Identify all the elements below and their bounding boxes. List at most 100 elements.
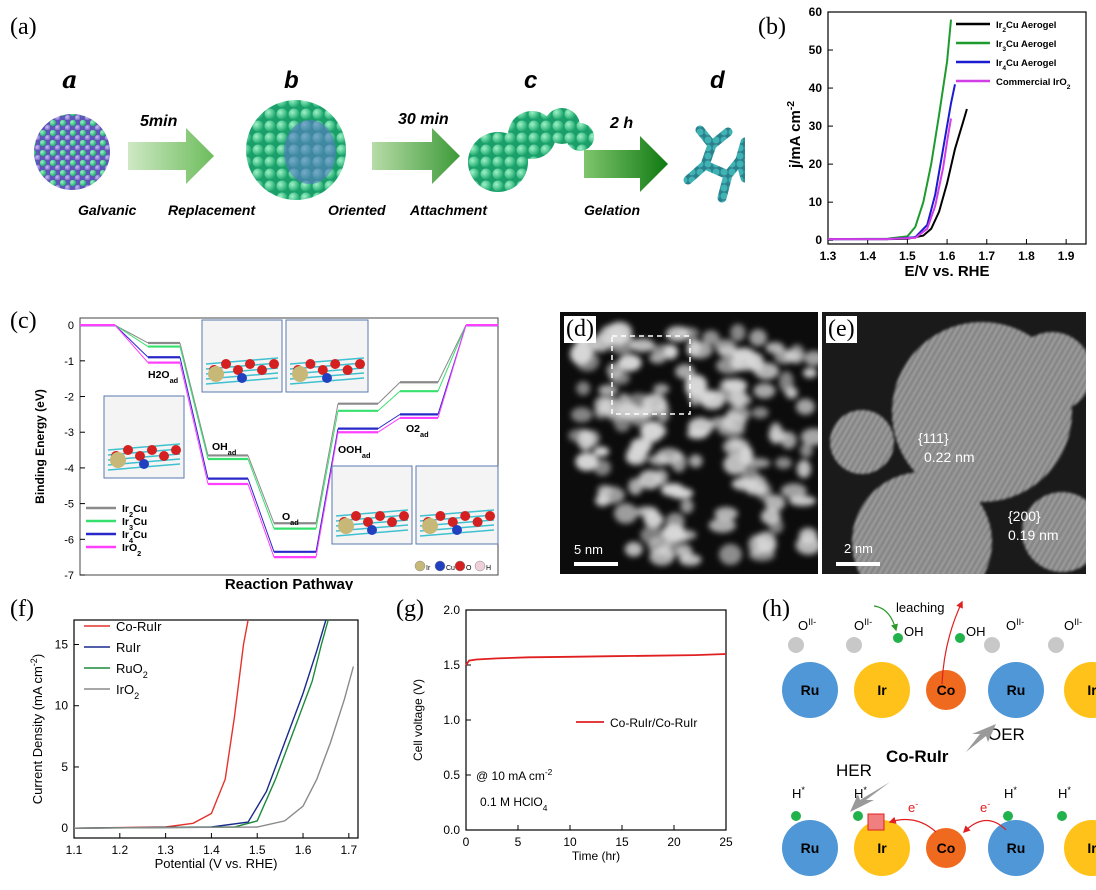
state-label: Oad xyxy=(282,511,299,527)
her-arrow xyxy=(850,782,890,812)
cu-atom xyxy=(237,373,247,383)
electron-label: e- xyxy=(908,799,918,815)
oxygen-site xyxy=(788,637,804,653)
oxygen-site xyxy=(984,637,1000,653)
series-line-ir4cu-aerogel xyxy=(828,84,956,241)
nanoparticle xyxy=(614,503,638,524)
x-axis-label: E/V vs. RHE xyxy=(904,263,989,280)
energy-connector xyxy=(247,483,275,558)
ir-atom xyxy=(110,452,126,468)
x-tick-label: 20 xyxy=(667,835,681,849)
nanoparticle xyxy=(663,344,678,360)
metal-atom-top-co xyxy=(926,670,966,710)
nanoparticle xyxy=(598,384,618,396)
legend-label: Ir4Cu xyxy=(122,529,147,545)
ir-atom xyxy=(338,518,354,534)
electron-arrow xyxy=(962,819,1007,834)
x-tick-label: 10 xyxy=(563,835,577,849)
x-tick-label: 1.1 xyxy=(66,843,83,857)
nanoparticle xyxy=(708,517,736,533)
o-atom xyxy=(135,451,145,461)
state-label: OHad xyxy=(212,441,236,457)
y-tick-label: -7 xyxy=(64,570,74,582)
nanoparticle xyxy=(739,445,754,465)
leaching-arrow xyxy=(941,600,963,685)
y-tick-label: 0.0 xyxy=(443,823,460,837)
h-star-label: H* xyxy=(792,785,805,801)
scale-bar-d xyxy=(574,562,618,566)
nanoparticle xyxy=(764,494,786,512)
arrow-1 xyxy=(128,128,214,184)
nanoparticle xyxy=(606,362,624,379)
nanoparticle xyxy=(751,407,769,419)
legend-label: IrO2 xyxy=(122,542,141,558)
stage-c-particle-4 xyxy=(566,123,594,151)
nanoparticle xyxy=(669,487,694,499)
legend-label: RuIr xyxy=(116,640,141,655)
slab-line xyxy=(419,509,495,517)
legend-label: Co-RuIr/Co-RuIr xyxy=(610,716,697,730)
nanoparticle xyxy=(796,459,811,479)
slab-line xyxy=(289,357,365,365)
y-tick-label: 0 xyxy=(68,320,74,332)
nanoparticle xyxy=(741,467,760,488)
nanoparticle xyxy=(653,383,670,395)
nanoparticle xyxy=(760,508,781,525)
x-tick-label: 25 xyxy=(719,835,733,849)
current-density-note: @ 10 mA cm-2 xyxy=(476,767,553,783)
nanoparticle xyxy=(730,324,746,342)
metal-label: Ir xyxy=(1087,682,1096,698)
nanoparticle xyxy=(729,440,743,450)
stage-a-label: a xyxy=(62,65,78,94)
x-axis-label: Potential (V vs. RHE) xyxy=(155,856,278,871)
nanoparticle xyxy=(595,494,610,507)
ir-atom xyxy=(208,366,224,382)
x-tick-label: 15 xyxy=(615,835,629,849)
oh-site xyxy=(893,633,903,643)
y-axis-label: Current Density (mA cm-2) xyxy=(29,654,45,804)
cu-atom xyxy=(367,525,377,535)
nanoparticle xyxy=(718,424,745,437)
oxide-label: OII- xyxy=(1006,617,1024,633)
energy-connector xyxy=(315,432,339,558)
state-label: OOHad xyxy=(338,444,371,460)
y-tick-label: -4 xyxy=(64,463,74,475)
nanoparticle xyxy=(648,454,670,466)
o-atom xyxy=(342,365,353,375)
energy-connector xyxy=(247,458,275,529)
o-atom xyxy=(355,359,365,369)
energy-connector xyxy=(247,455,275,524)
atom-legend-dot xyxy=(474,560,486,572)
her-label: HER xyxy=(836,761,872,780)
stage-a-particle xyxy=(34,114,110,190)
stage-d-gel-network xyxy=(683,125,745,203)
x-tick-label: 1.5 xyxy=(899,249,916,263)
stage-b-label: b xyxy=(284,67,299,94)
nanoparticle xyxy=(649,548,675,566)
y-tick-label: 2.0 xyxy=(443,603,460,617)
y-tick-label: -5 xyxy=(64,499,74,511)
stage-c-label: c xyxy=(524,67,537,94)
y-tick-label: -6 xyxy=(64,534,74,546)
y-tick-label: 15 xyxy=(55,637,69,651)
nanoparticle xyxy=(614,415,631,432)
nanoparticle xyxy=(640,422,667,440)
energy-connector xyxy=(114,324,149,358)
nanoparticle xyxy=(775,457,792,469)
metal-atom-top-ir xyxy=(854,662,910,718)
nanoparticle xyxy=(730,354,757,371)
series-line-commercial-iro2 xyxy=(828,118,952,241)
o-atom xyxy=(351,511,361,521)
center-label: Co-RuIr xyxy=(886,747,949,766)
y-tick-label: -1 xyxy=(64,356,74,368)
nanoparticle xyxy=(671,452,687,473)
state-label: O2ad xyxy=(406,423,429,439)
stage-c-particle-2 xyxy=(508,111,556,159)
panel-g-label: (g) xyxy=(396,596,424,622)
nanoparticle xyxy=(779,371,794,393)
metal-label: Co xyxy=(937,840,956,856)
energy-connector xyxy=(315,403,339,524)
x-tick-label: 1.7 xyxy=(978,249,995,263)
x-tick-label: 1.4 xyxy=(203,843,220,857)
process-label-oriented: Oriented xyxy=(328,202,386,218)
